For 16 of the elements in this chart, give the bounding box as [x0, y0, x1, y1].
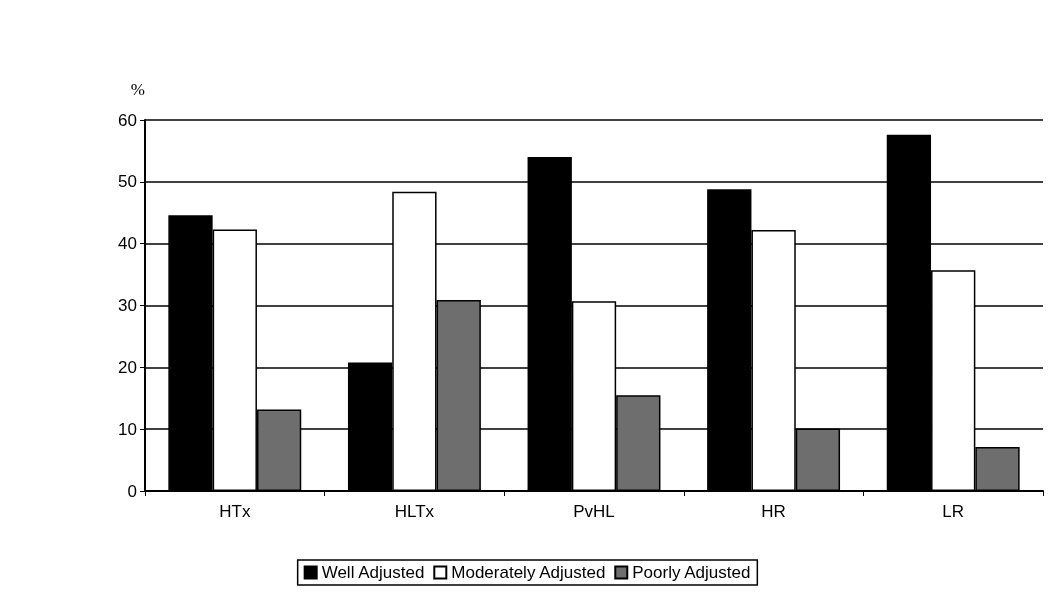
legend-label: Well Adjusted	[321, 563, 425, 582]
legend-label: Moderately Adjusted	[451, 563, 606, 582]
legend-label: Poorly Adjusted	[632, 563, 751, 582]
x-tick-label: LR	[942, 502, 965, 521]
y-tick-label: 0	[127, 481, 137, 501]
y-tick-label: 60	[118, 110, 137, 130]
x-tick-label: HLTx	[394, 502, 435, 521]
x-tick-label: HR	[761, 502, 786, 521]
y-tick-label: 20	[118, 357, 137, 377]
y-tick-label: 30	[118, 296, 137, 315]
y-tick-label: 10	[118, 419, 137, 439]
x-tick-label: PvHL	[573, 502, 615, 521]
y-axis-title: %	[130, 80, 145, 99]
x-tick-label: HTx	[219, 502, 251, 521]
y-tick-label: 50	[118, 172, 137, 192]
y-tick-label: 40	[118, 234, 137, 254]
